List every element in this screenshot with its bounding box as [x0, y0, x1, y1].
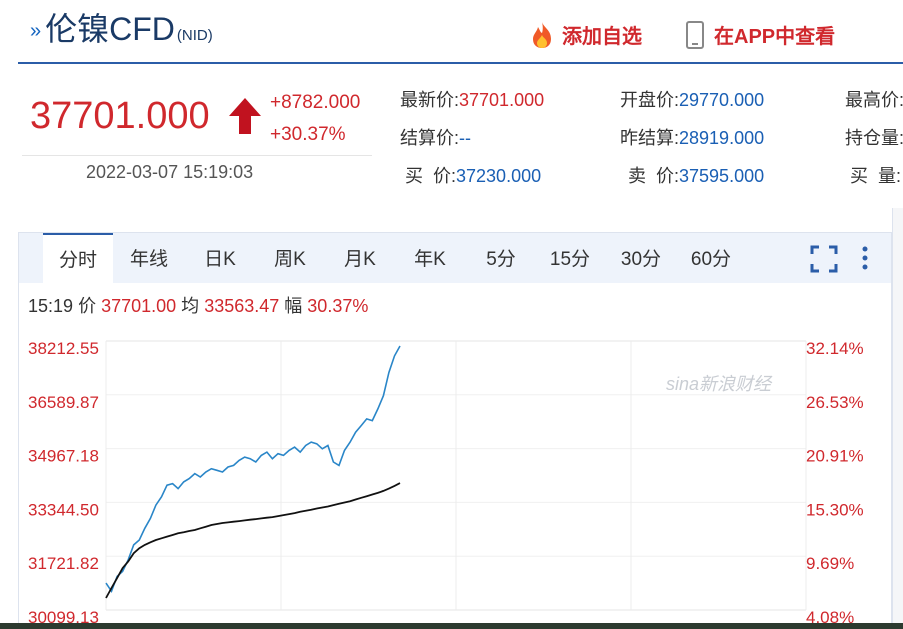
fullscreen-icon[interactable] [810, 245, 838, 273]
prev-settle-label: 昨结算: [620, 128, 680, 148]
info-price: 37701.00 [101, 296, 177, 316]
crosshair-info: 15:19 价 37701.00 均 33563.47 幅 30.37% [28, 292, 368, 318]
y-tick-right: 9.69% [806, 554, 854, 573]
watermark-text: sina新浪财经 [666, 374, 772, 394]
tab-daily-k[interactable]: 日K [204, 249, 236, 270]
y-tick-right: 26.53% [806, 393, 864, 412]
prev-settle-value: 28919.000 [679, 128, 765, 148]
ask-value: 37595.000 [679, 166, 765, 186]
up-arrow-icon [229, 98, 261, 134]
info-avg: 33563.47 [204, 296, 280, 316]
y-tick-left: 38212.55 [28, 339, 99, 358]
y-tick-right: 20.91% [806, 447, 864, 466]
tab-annual-line[interactable]: 年线 [129, 249, 168, 270]
tab-30min[interactable]: 30分 [620, 249, 662, 270]
y-tick-left: 34967.18 [28, 447, 99, 466]
price-line [105, 345, 401, 594]
bid-volume-label: 买 量: [850, 166, 902, 186]
y-tick-left: 30099.13 [28, 608, 99, 627]
y-tick-right: 4.08% [806, 608, 854, 627]
instrument-code: (NID) [176, 27, 213, 44]
bid-field: 买 价:37230.000 [405, 162, 541, 188]
info-time: 15:19 [28, 296, 74, 316]
double-chevron-icon: » [30, 20, 42, 42]
open-price-field: 开盘价:29770.000 [620, 86, 764, 112]
price-change-pct: +30.37% [270, 124, 346, 145]
tab-intraday[interactable]: 分时 [43, 233, 113, 283]
watermark: sina新浪财经 [666, 370, 771, 396]
settle-price-value: -- [459, 128, 472, 148]
y-tick-right: 32.14% [806, 339, 864, 358]
last-price: 37701.000 [30, 95, 210, 137]
tab-60min[interactable]: 60分 [690, 249, 732, 270]
tab-weekly-k[interactable]: 周K [274, 249, 306, 270]
y-tick-left: 36589.87 [28, 393, 99, 412]
info-amp: 30.37% [307, 296, 369, 316]
add-watchlist-button[interactable]: 添加自选 [530, 20, 642, 49]
bid-volume-field: 买 量: [850, 162, 901, 188]
more-options-icon[interactable] [858, 245, 872, 273]
settle-price-field: 结算价:-- [400, 124, 471, 150]
instrument-title: » 伦镍CFD (NID) [30, 10, 213, 48]
ask-field: 卖 价:37595.000 [628, 162, 764, 188]
y-tick-left: 31721.82 [28, 554, 99, 573]
period-tab-bar [19, 233, 891, 283]
quote-datetime: 2022-03-07 15:19:03 [86, 162, 254, 182]
tab-15min[interactable]: 15分 [549, 249, 591, 270]
y-tick-right: 15.30% [806, 500, 864, 519]
bottom-bar [0, 623, 903, 629]
ask-label: 卖 价: [628, 166, 680, 186]
high-price-label: 最高价: [845, 90, 903, 110]
side-panel-edge [892, 208, 903, 629]
tab-5min[interactable]: 5分 [486, 249, 516, 270]
info-amp-label: 幅 [284, 296, 303, 316]
fire-icon [533, 21, 551, 48]
prev-settle-field: 昨结算:28919.000 [620, 124, 764, 150]
tab-yearly-k[interactable]: 年K [414, 249, 446, 270]
settle-price-label: 结算价: [400, 128, 460, 148]
phone-icon [686, 20, 704, 49]
open-interest-label: 持仓量: [845, 128, 903, 148]
info-price-label: 价 [78, 296, 97, 316]
price-change: +8782.000 [270, 92, 361, 113]
info-avg-label: 均 [181, 296, 200, 316]
tab-monthly-k[interactable]: 月K [344, 249, 376, 270]
high-price-field: 最高价: [845, 86, 903, 112]
bid-value: 37230.000 [456, 166, 542, 186]
open-interest-field: 持仓量: [845, 124, 903, 150]
y-tick-left: 33344.50 [28, 500, 99, 519]
bid-label: 买 价: [405, 166, 457, 186]
add-watchlist-label: 添加自选 [562, 26, 642, 48]
avg-price-line [105, 482, 401, 599]
open-app-label: 在APP中查看 [714, 26, 836, 48]
open-price-value: 29770.000 [679, 90, 765, 110]
latest-price-label: 最新价: [400, 90, 460, 110]
header-divider [18, 62, 903, 64]
open-price-label: 开盘价: [620, 90, 680, 110]
quote-divider [22, 155, 372, 156]
latest-price-value: 37701.000 [459, 90, 545, 110]
page-title: 伦镍CFD [45, 11, 175, 47]
latest-price-field: 最新价:37701.000 [400, 86, 544, 112]
open-app-button[interactable]: 在APP中查看 [686, 20, 835, 49]
